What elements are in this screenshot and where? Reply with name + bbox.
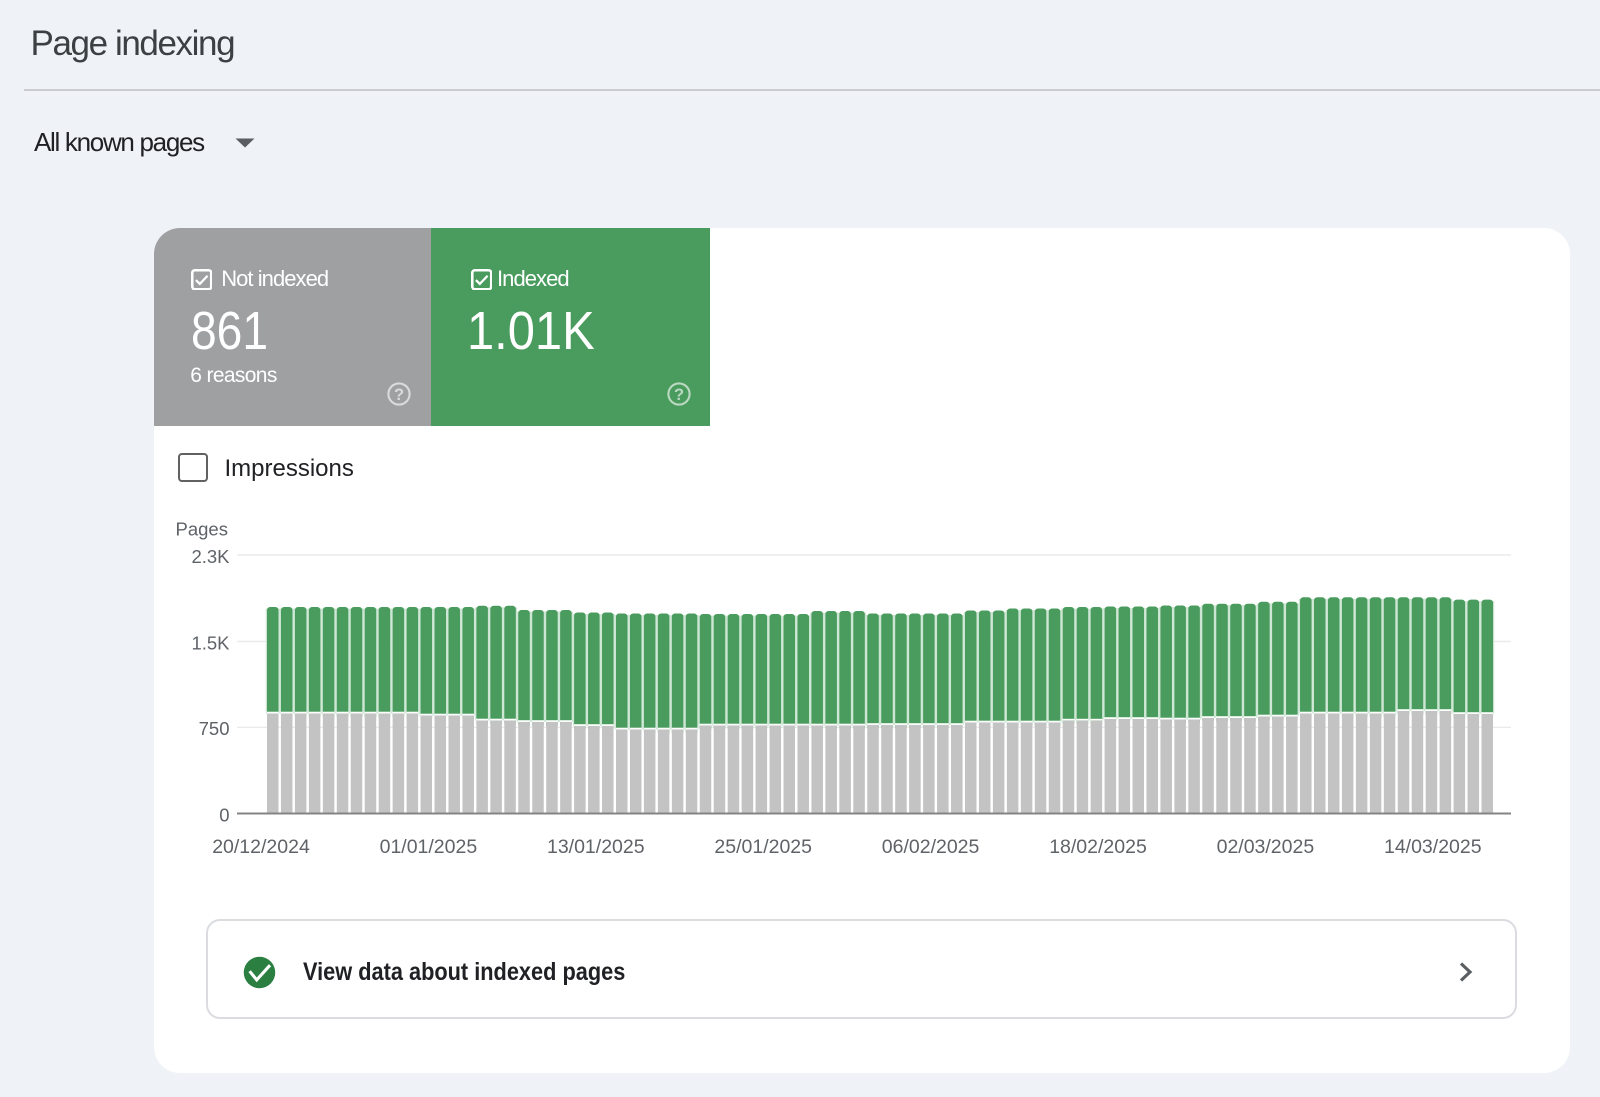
- svg-text:0: 0: [219, 804, 229, 825]
- svg-text:?: ?: [394, 386, 404, 404]
- svg-text:01/01/2025: 01/01/2025: [380, 836, 478, 858]
- svg-text:?: ?: [674, 386, 684, 404]
- svg-text:14/03/2025: 14/03/2025: [1384, 836, 1482, 858]
- svg-text:18/02/2025: 18/02/2025: [1049, 836, 1147, 858]
- svg-text:20/12/2024: 20/12/2024: [212, 836, 310, 858]
- svg-text:Pages: Pages: [176, 518, 228, 539]
- svg-text:13/01/2025: 13/01/2025: [547, 836, 645, 858]
- svg-text:1.5K: 1.5K: [191, 632, 230, 653]
- svg-text:02/03/2025: 02/03/2025: [1217, 836, 1315, 858]
- svg-text:2.3K: 2.3K: [191, 546, 230, 567]
- svg-text:750: 750: [199, 718, 230, 739]
- svg-text:06/02/2025: 06/02/2025: [882, 836, 980, 858]
- svg-text:25/01/2025: 25/01/2025: [714, 836, 812, 858]
